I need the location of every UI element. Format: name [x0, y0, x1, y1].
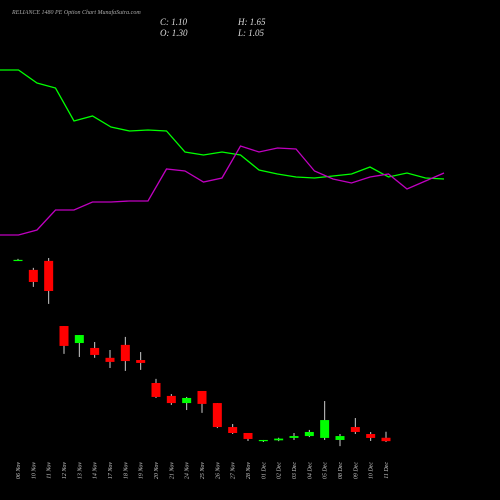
x-tick-label: 11 Dec [384, 462, 390, 479]
candle-body [381, 437, 391, 442]
indicator-line [0, 69, 445, 180]
candle-body [243, 432, 253, 439]
candle-body [44, 260, 54, 291]
candle-body [136, 360, 146, 363]
low-label: L: 1.05 [237, 28, 265, 38]
candle-body [289, 436, 299, 438]
x-tick-label: 01 Dec [261, 462, 267, 479]
x-tick-label: 24 Nov [184, 462, 191, 480]
candle-body [274, 438, 284, 441]
x-tick-label: 18 Nov [123, 462, 129, 480]
open-label: O: 1.30 [160, 28, 188, 38]
close-label: C: 1.10 [160, 17, 188, 27]
high-label: H: 1.65 [237, 17, 266, 27]
candle-body [335, 436, 345, 440]
candle-body [197, 390, 207, 404]
x-tick-label: 19 Nov [139, 462, 145, 480]
chart-title: RELIANCE 1480 PE Option Chart MunafaSutr… [11, 9, 141, 16]
x-tick-label: 05 Dec [323, 462, 329, 479]
x-tick-label: 26 Nov [215, 462, 221, 480]
x-tick-label: 09 Dec [353, 462, 359, 479]
candle-body [28, 269, 38, 282]
candle-body [258, 439, 268, 442]
candle-body [90, 347, 100, 355]
x-tick-label: 10 Nov [31, 462, 37, 480]
x-tick-label: 17 Nov [108, 462, 114, 480]
candle-body [182, 397, 192, 404]
candle-body [366, 434, 376, 438]
candle-body [13, 259, 23, 262]
x-tick-label: 08 Dec [338, 462, 344, 479]
x-tick-label: 11 Nov [47, 462, 53, 479]
x-tick-label: 10 Dec [369, 462, 375, 479]
indicator-line [0, 145, 445, 236]
x-tick-label: 02 Dec [277, 462, 283, 479]
x-tick-label: 25 Nov [200, 462, 206, 480]
candle-body [74, 335, 84, 344]
x-tick-label: 13 Nov [77, 462, 83, 480]
candle-body [212, 403, 222, 428]
x-tick-label: 20 Nov [154, 462, 160, 480]
x-tick-label: 06 Nov [16, 462, 22, 480]
x-tick-label: 14 Nov [92, 462, 99, 480]
x-tick-label: 12 Nov [62, 462, 68, 480]
x-tick-label: 21 Nov [169, 462, 175, 480]
x-tick-label: 28 Nov [246, 462, 252, 480]
candle-body [105, 357, 115, 362]
candle-body [166, 395, 176, 404]
x-tick-label: 04 Dec [306, 462, 313, 479]
candle-body [228, 427, 238, 433]
x-tick-label: 27 Nov [231, 462, 237, 480]
candle-body [320, 420, 330, 438]
candle-body [151, 382, 161, 397]
candle-body [304, 431, 314, 437]
candle-body [350, 427, 360, 432]
x-tick-label: 03 Dec [292, 462, 298, 479]
candle-body [120, 344, 130, 362]
candle-body [59, 326, 69, 346]
